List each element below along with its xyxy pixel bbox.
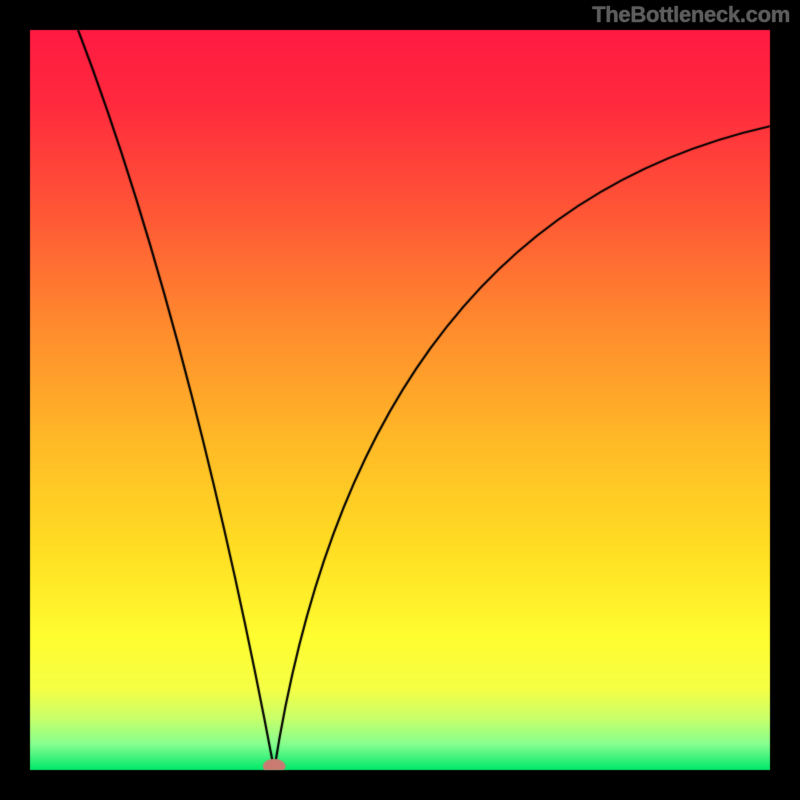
watermark-text: TheBottleneck.com [592,2,790,28]
bottleneck-curve [0,0,800,800]
chart-stage: TheBottleneck.com [0,0,800,800]
